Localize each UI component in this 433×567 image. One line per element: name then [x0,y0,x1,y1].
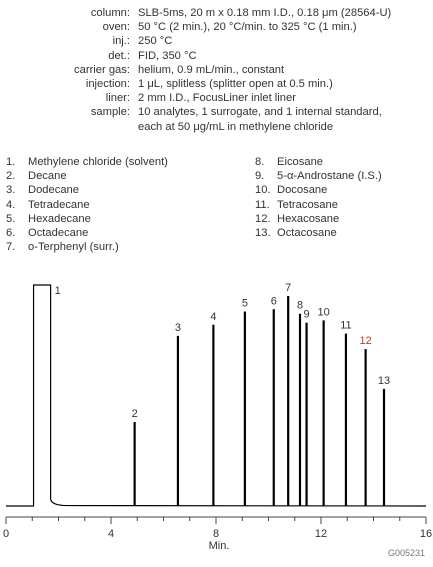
x-tick-label: 12 [315,528,327,540]
peak-number: 6. [6,227,16,239]
peak-label: 9 [304,309,310,321]
figure-code: G005231 [388,548,426,558]
condition-row: liner: 2 mm I.D., FocusLiner inlet liner [0,91,433,105]
peak-label: 2 [132,408,138,420]
peak-number: 9. [255,170,265,183]
peak-label: 3 [175,322,181,334]
condition-label: column: [90,7,130,19]
condition-label: det.: [108,49,130,62]
x-axis: 0 4 8 12 16 [3,516,432,540]
peak-label: 13 [378,375,390,387]
condition-row: injection: 1 μL, splitless (splitter open… [0,77,433,91]
peak-number: 3. [6,184,16,197]
condition-label: carrier gas: [74,63,130,76]
condition-row: sample: 10 analytes, 1 surrogate, and 1 i… [0,105,433,119]
peak-number: 12. [255,212,271,225]
peak-label: 6 [271,295,277,307]
condition-row: det.: FID, 350 °C [0,49,433,63]
condition-row: column: SLB-5ms, 20 m x 0.18 mm I.D., 0.1… [0,6,433,20]
condition-label: liner: [105,92,130,105]
peak-number: 11. [255,198,270,211]
condition-value: 250 °C [138,35,173,48]
peak-name: Eicosane [277,156,324,168]
peak-number: 7. [6,241,16,254]
peak-name: Tetradecane [28,198,90,211]
x-tick-label: 0 [3,528,9,540]
condition-label: sample: [90,106,130,119]
peak-number: 1. [6,156,16,168]
baseline-trace [6,284,427,507]
peak-number: 10. [255,184,271,197]
condition-value: FID, 350 °C [138,49,197,62]
peak-number: 13. [255,227,271,239]
peak-number: 2. [6,170,16,183]
peak-name: Decane [28,170,67,183]
peak-name: Dodecane [28,184,80,197]
condition-value: each at 50 μg/mL in methylene chloride [138,120,334,133]
peak-label: 10 [318,306,330,318]
peak-label: 1 [55,285,61,297]
condition-row: each at 50 μg/mL in methylene chloride [0,120,433,134]
peak-name: Tetracosane [277,198,338,211]
condition-label: injection: [85,78,130,90]
condition-value: 2 mm I.D., FocusLiner inlet liner [138,92,296,105]
peak-label: 4 [210,311,216,323]
peak-name: 5-α-Androstane (I.S.) [277,170,382,183]
peak-label: 11 [340,320,351,332]
peak-label: 5 [242,298,248,310]
peak-name: Hexadecane [28,212,91,225]
peak-label: 12 [360,335,372,347]
peak-number: 4. [6,198,16,211]
peak-name: Docosane [277,184,328,197]
x-tick-label: 16 [420,528,432,540]
peak-name: Hexacosane [277,212,340,225]
peak-name: Octacosane [277,227,337,239]
condition-label: inj.: [112,35,130,48]
condition-value: 50 °C (2 min.), 20 °C/min. to 325 °C (1 … [138,21,357,34]
condition-value: 10 analytes, 1 surrogate, and 1 internal… [138,106,382,119]
condition-value: helium, 0.9 mL/min., constant [138,63,285,76]
peak-name: Octadecane [28,227,89,239]
peak-number: 5. [6,212,16,225]
peak-name: o-Terphenyl (surr.) [28,241,119,254]
peak-number: 8. [255,156,265,168]
peak-label: 8 [297,300,303,312]
peak-name: Methylene chloride (solvent) [28,156,168,168]
condition-label: oven: [102,21,130,34]
condition-value: 1 μL, splitless (splitter open at 0.5 mi… [138,78,333,90]
x-tick-label: 8 [213,528,219,540]
peak-label: 7 [285,282,291,294]
x-tick-label: 4 [108,528,114,540]
trace [6,284,427,507]
x-axis-label: Min. [209,540,230,552]
condition-value: SLB-5ms, 20 m x 0.18 mm I.D., 0.18 μm (2… [138,7,392,19]
condition-row: carrier gas: helium, 0.9 mL/min., constan… [0,63,433,77]
condition-row: inj.: 250 °C [0,34,433,48]
condition-row: oven: 50 °C (2 min.), 20 °C/min. to 325 °… [0,20,433,34]
